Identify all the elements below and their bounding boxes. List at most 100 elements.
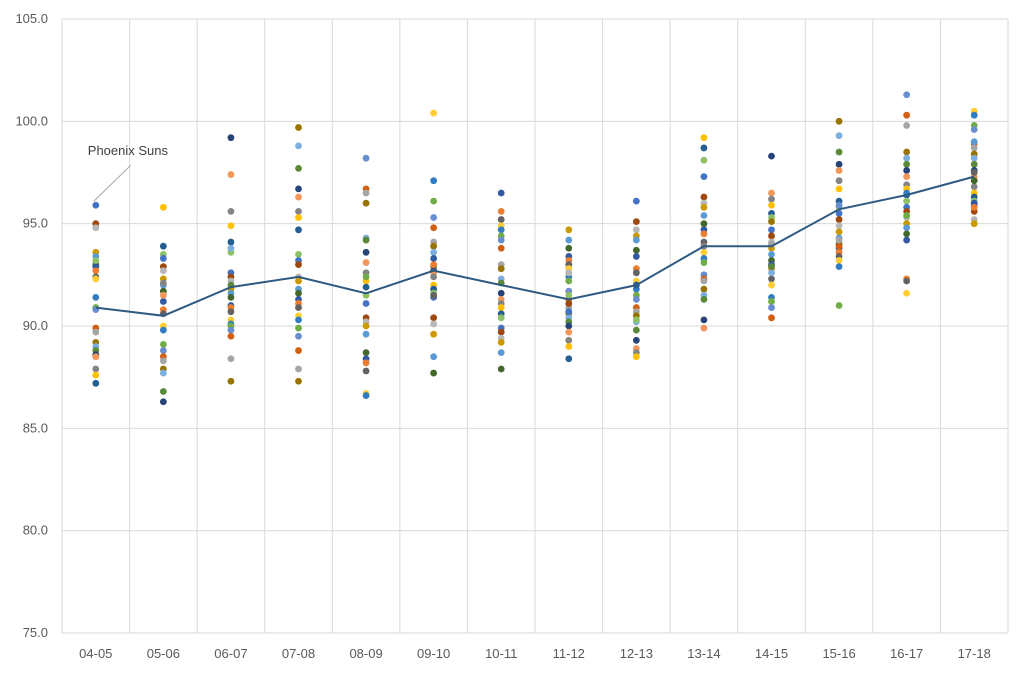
team-data-point xyxy=(768,189,775,197)
team-data-point xyxy=(903,277,911,285)
x-tick-label: 07-08 xyxy=(282,646,315,661)
team-data-point xyxy=(768,226,775,234)
team-data-point xyxy=(565,336,573,344)
team-data-point xyxy=(768,269,775,277)
team-data-point xyxy=(632,353,640,361)
team-data-point xyxy=(362,330,370,338)
x-tick-label: 16-17 xyxy=(890,646,923,661)
team-data-point xyxy=(92,275,100,283)
team-data-point xyxy=(295,304,302,311)
team-data-point xyxy=(835,177,843,185)
team-data-point xyxy=(430,273,438,281)
y-tick-label: 80.0 xyxy=(23,523,48,538)
team-data-point xyxy=(700,193,708,201)
team-data-point xyxy=(295,214,302,221)
team-data-point xyxy=(362,189,370,197)
team-data-point xyxy=(565,355,573,363)
team-data-point xyxy=(565,322,573,330)
x-tick-label: 13-14 xyxy=(687,646,720,661)
team-data-point xyxy=(497,289,505,297)
average-series-line xyxy=(95,175,975,317)
team-data-point xyxy=(430,224,438,232)
team-data-point xyxy=(903,197,911,205)
team-data-point xyxy=(295,332,302,340)
annotation-label: Phoenix Suns xyxy=(88,143,169,158)
team-data-point xyxy=(362,236,370,244)
team-data-point xyxy=(565,226,573,234)
team-data-point xyxy=(565,308,573,316)
x-tick-label: 06-07 xyxy=(214,646,247,661)
team-data-point xyxy=(159,203,167,211)
team-data-point xyxy=(430,109,438,117)
team-data-point xyxy=(295,347,302,354)
team-data-point xyxy=(768,218,775,226)
team-data-point xyxy=(700,285,708,293)
team-data-point xyxy=(768,314,775,322)
team-data-point xyxy=(565,269,573,277)
team-data-point xyxy=(497,226,505,234)
team-data-point xyxy=(295,207,302,215)
team-data-point xyxy=(159,388,167,395)
team-data-point xyxy=(903,212,911,219)
team-data-point xyxy=(295,124,302,131)
team-data-point xyxy=(295,277,302,285)
team-data-point xyxy=(227,134,235,142)
team-data-point xyxy=(362,349,370,357)
team-data-point xyxy=(565,343,573,350)
team-data-point xyxy=(497,216,505,223)
team-data-point xyxy=(362,248,370,256)
team-data-point xyxy=(835,257,843,264)
team-data-point xyxy=(295,250,302,258)
team-data-point xyxy=(700,144,708,152)
team-data-point xyxy=(565,300,573,307)
team-data-point xyxy=(632,253,640,260)
team-data-point xyxy=(159,291,167,299)
team-data-point xyxy=(362,259,370,266)
team-data-point xyxy=(159,242,167,250)
team-data-point xyxy=(295,142,302,150)
team-data-point xyxy=(92,365,100,373)
team-data-point xyxy=(362,199,370,207)
team-data-point xyxy=(430,197,438,205)
team-data-point xyxy=(768,152,775,160)
team-data-point xyxy=(768,304,775,311)
x-tick-label: 17-18 xyxy=(958,646,991,661)
annotation-layer: Phoenix Suns xyxy=(88,143,169,202)
team-data-point xyxy=(565,291,573,299)
team-data-point xyxy=(227,326,235,334)
team-data-point xyxy=(768,232,775,240)
team-data-point xyxy=(565,277,573,285)
team-data-point xyxy=(295,324,302,332)
team-data-point xyxy=(835,236,843,244)
team-data-point xyxy=(903,224,911,232)
team-data-point xyxy=(970,126,978,133)
team-data-point xyxy=(835,242,843,250)
team-data-point xyxy=(903,122,911,129)
team-data-point xyxy=(768,298,775,305)
team-data-point xyxy=(835,160,843,168)
team-data-point xyxy=(430,248,438,256)
team-data-point xyxy=(362,392,370,399)
team-data-point xyxy=(632,226,640,234)
team-data-point xyxy=(970,220,978,228)
team-data-point xyxy=(227,377,235,385)
team-data-point xyxy=(632,269,640,277)
team-data-point xyxy=(970,169,978,176)
team-data-point xyxy=(835,148,843,156)
team-data-point xyxy=(970,160,978,168)
team-data-point xyxy=(700,248,708,256)
team-data-point xyxy=(632,295,640,303)
team-data-point xyxy=(159,369,167,377)
team-data-point xyxy=(700,259,708,266)
team-data-point xyxy=(700,295,708,303)
team-data-point xyxy=(430,314,438,322)
team-data-point xyxy=(92,353,100,361)
team-data-point xyxy=(565,328,573,336)
team-data-point xyxy=(768,250,775,258)
team-data-point xyxy=(430,242,438,250)
team-data-point xyxy=(92,328,100,336)
team-data-point xyxy=(632,336,640,344)
team-data-point xyxy=(835,117,843,125)
team-data-point xyxy=(768,195,775,203)
